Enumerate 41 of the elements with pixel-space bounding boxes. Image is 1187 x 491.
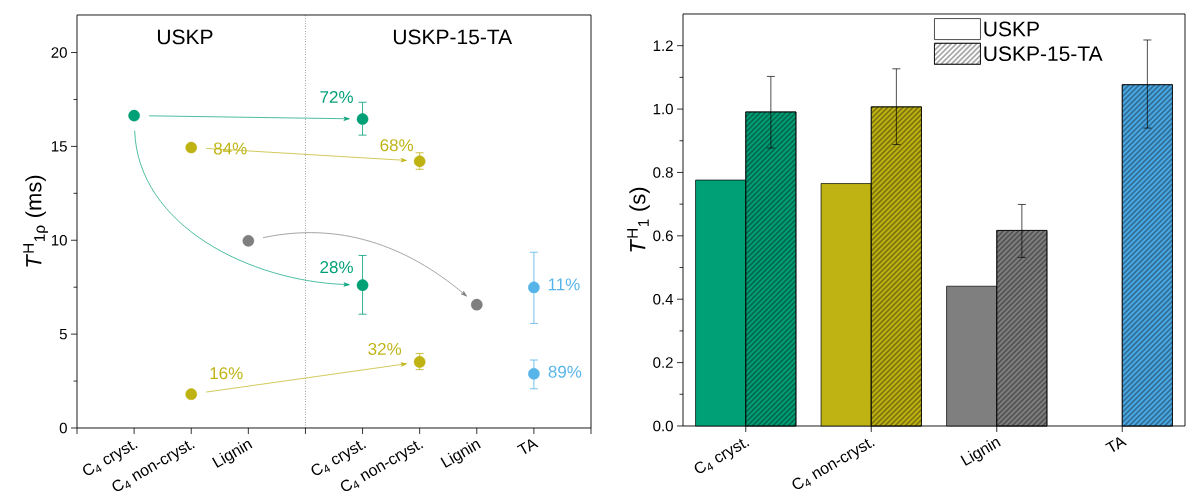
x-tick-label: Lignin <box>960 438 1001 466</box>
y-axis-title: T$^{H}$$_{1}$ (s) <box>627 187 650 252</box>
legend-label: USKP <box>984 21 1039 37</box>
y-tick-label: 0.8 <box>653 167 673 178</box>
annotation: 89% <box>548 365 582 378</box>
point <box>128 109 140 122</box>
point <box>185 388 198 400</box>
point <box>356 279 369 291</box>
y-tick-label: 0 <box>59 422 67 434</box>
annotation: USKP-15-TA <box>393 29 513 45</box>
point <box>185 141 198 154</box>
annotation: 72% <box>320 91 353 103</box>
y-tick-label: 0.0 <box>653 420 673 432</box>
x-tick-label: C$_{4}$ cryst. <box>694 438 750 474</box>
legend-label: USKP-15-TA <box>984 46 1103 62</box>
y-tick-label: 1.2 <box>653 40 673 51</box>
point <box>470 298 483 311</box>
x-tick-label: TA <box>1105 437 1127 453</box>
x-tick-label: Lignin <box>211 440 253 468</box>
y-tick-label: 1.0 <box>653 103 673 115</box>
y-tick-label: 15 <box>51 141 67 152</box>
y-tick-label: 5 <box>59 328 67 340</box>
y-tick-label: 0.4 <box>653 293 674 305</box>
annotation: 68% <box>380 139 414 152</box>
point <box>528 281 540 294</box>
annotation: 28% <box>320 261 353 274</box>
x-tick-label: TA <box>516 439 539 455</box>
annotation: 11% <box>548 278 580 291</box>
annotation: 16% <box>210 367 243 380</box>
y-tick-label: 0.2 <box>653 357 673 368</box>
y-tick-label: 20 <box>51 47 67 58</box>
x-tick-label: Lignin <box>440 440 481 468</box>
point <box>528 367 540 380</box>
annotation: 84% <box>213 142 247 155</box>
y-axis-title: T$^{H}$$_{1ρ}$ (ms) <box>23 175 48 267</box>
annotation: 32% <box>368 342 402 355</box>
annotation: USKP <box>157 29 213 45</box>
y-tick-label: 0.6 <box>653 230 673 242</box>
point <box>242 235 255 247</box>
point <box>356 113 369 125</box>
y-tick-label: 10 <box>51 234 67 246</box>
